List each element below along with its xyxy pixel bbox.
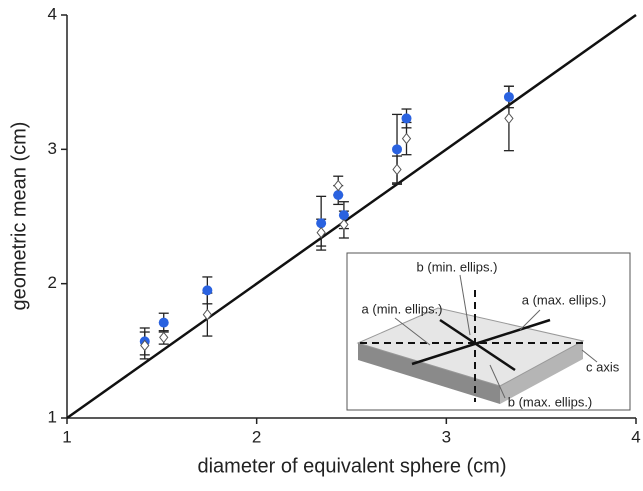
point bbox=[339, 218, 349, 231]
point bbox=[338, 210, 349, 221]
y-tick-label: 2 bbox=[48, 273, 57, 292]
point bbox=[392, 144, 403, 155]
inset-label: c axis bbox=[586, 359, 620, 374]
solid-axis bbox=[411, 318, 551, 366]
y-axis-label: geometric mean (cm) bbox=[8, 122, 30, 311]
point bbox=[202, 285, 213, 296]
point bbox=[392, 163, 402, 176]
point bbox=[159, 331, 169, 344]
plot-area bbox=[139, 85, 514, 360]
x-tick-label: 1 bbox=[62, 427, 71, 446]
point bbox=[401, 132, 412, 145]
solid-axis bbox=[439, 318, 516, 372]
x-tick-label: 2 bbox=[252, 427, 261, 446]
point bbox=[158, 317, 169, 328]
x-tick-label: 3 bbox=[442, 427, 451, 446]
inset-label: a (max. ellips.) bbox=[522, 292, 607, 307]
point bbox=[504, 112, 514, 125]
inset-label: b (min. ellips.) bbox=[417, 259, 498, 274]
point bbox=[333, 190, 344, 201]
x-tick-label: 4 bbox=[631, 427, 640, 446]
inset-label: a (min. ellips.) bbox=[362, 301, 443, 316]
point bbox=[316, 226, 326, 239]
y-tick-label: 1 bbox=[48, 407, 57, 426]
slab-side bbox=[500, 341, 583, 404]
leader bbox=[489, 364, 506, 399]
leader bbox=[459, 274, 471, 336]
point bbox=[503, 91, 514, 102]
inset: b (min. ellips.) a (min. ellips.) a (max… bbox=[346, 252, 631, 411]
point bbox=[401, 113, 412, 124]
slab-top bbox=[356, 307, 585, 387]
point bbox=[316, 218, 327, 229]
leader bbox=[519, 309, 541, 331]
y-tick-label: 4 bbox=[48, 4, 57, 23]
identity-line bbox=[66, 13, 637, 420]
inset-label: b (max. ellips.) bbox=[508, 394, 593, 409]
point bbox=[140, 339, 150, 352]
y-tick-label: 3 bbox=[48, 139, 57, 158]
point bbox=[333, 179, 343, 192]
slab-side bbox=[358, 343, 500, 404]
leader bbox=[394, 317, 431, 346]
x-axis-label: diameter of equivalent sphere (cm) bbox=[197, 455, 506, 477]
leader bbox=[581, 349, 598, 363]
point bbox=[202, 308, 212, 321]
